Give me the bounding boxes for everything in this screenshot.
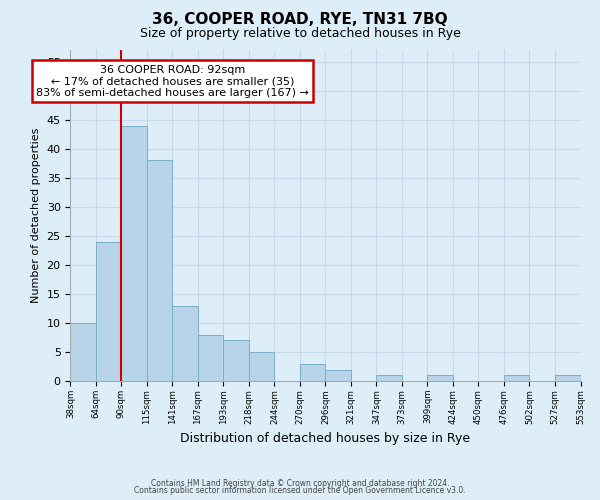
Bar (555, 376, 581, 381)
Text: 36, COOPER ROAD, RYE, TN31 7BQ: 36, COOPER ROAD, RYE, TN31 7BQ (152, 12, 448, 28)
Bar (172, 306, 198, 381)
Y-axis label: Number of detached properties: Number of detached properties (31, 128, 41, 304)
Bar (70, 323, 96, 381)
Bar (249, 352, 274, 381)
Bar (427, 376, 453, 381)
Bar (96, 242, 121, 381)
Text: 36 COOPER ROAD: 92sqm
← 17% of detached houses are smaller (35)
83% of semi-deta: 36 COOPER ROAD: 92sqm ← 17% of detached … (36, 64, 309, 98)
Bar (121, 126, 147, 381)
X-axis label: Distribution of detached houses by size in Rye: Distribution of detached houses by size … (181, 432, 470, 445)
Bar (376, 376, 402, 381)
Bar (198, 334, 223, 381)
Text: Contains public sector information licensed under the Open Government Licence v3: Contains public sector information licen… (134, 486, 466, 495)
Bar (147, 160, 172, 381)
Text: Contains HM Land Registry data © Crown copyright and database right 2024.: Contains HM Land Registry data © Crown c… (151, 478, 449, 488)
Bar (325, 370, 351, 381)
Text: Size of property relative to detached houses in Rye: Size of property relative to detached ho… (140, 28, 460, 40)
Bar (300, 364, 325, 381)
Bar (504, 376, 529, 381)
Bar (223, 340, 249, 381)
